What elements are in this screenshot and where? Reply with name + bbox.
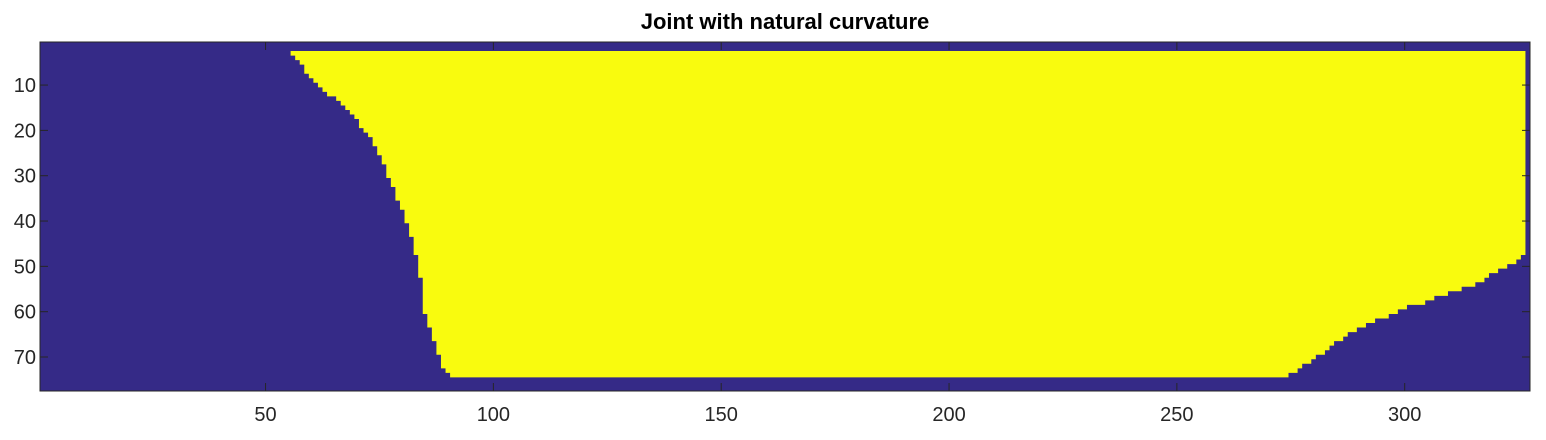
x-tick-label: 250 (1160, 404, 1193, 426)
chart-title: Joint with natural curvature (641, 9, 930, 34)
axes-box (39, 41, 1531, 392)
y-tick-label: 70 (14, 347, 36, 369)
x-tick-label: 50 (254, 404, 276, 426)
y-tick-label: 20 (14, 120, 36, 142)
yellow-region (290, 51, 1526, 378)
y-tick-label: 10 (14, 75, 36, 97)
x-tick-label: 100 (477, 404, 510, 426)
y-tick-label: 60 (14, 302, 36, 324)
x-tick-label: 200 (932, 404, 965, 426)
x-tick-label: 300 (1388, 404, 1421, 426)
y-tick-label: 30 (14, 166, 36, 188)
y-tick-label: 40 (14, 211, 36, 233)
y-tick-label: 50 (14, 256, 36, 278)
x-tick-label: 150 (705, 404, 738, 426)
axis-ticks: 50 100 150 200 250 300 10 20 30 40 50 60 70 (14, 42, 1530, 426)
